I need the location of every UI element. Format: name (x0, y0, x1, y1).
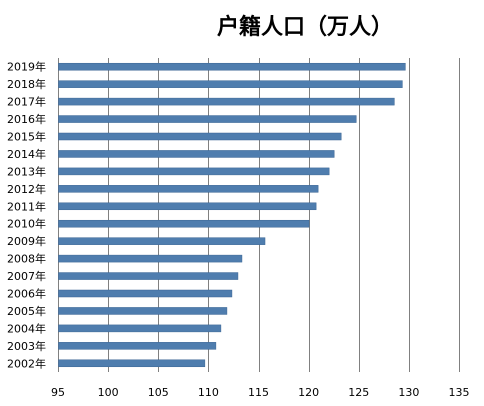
y-tick-label: 2019年 (7, 60, 46, 74)
bar (58, 359, 206, 368)
x-tick-label: 100 (98, 386, 119, 399)
bar (58, 80, 403, 88)
bar (58, 115, 357, 123)
chart-title: 户籍人口（万人） (217, 14, 393, 40)
bar (58, 324, 222, 333)
y-tick-label: 2010年 (7, 217, 46, 231)
bar (58, 219, 310, 228)
y-tick-label: 2007年 (7, 269, 46, 283)
bar (58, 185, 319, 193)
x-tick-label: 125 (348, 386, 369, 399)
y-tick-label: 2011年 (7, 199, 46, 213)
bar (58, 202, 317, 211)
bar (58, 167, 330, 176)
y-tick-label: 2012年 (7, 182, 46, 196)
bar (58, 62, 406, 71)
x-tick-label: 115 (248, 386, 269, 399)
y-tick-label: 2008年 (7, 252, 46, 266)
bar (58, 272, 239, 280)
bar (58, 237, 266, 245)
y-tick-label: 2013年 (7, 164, 46, 178)
grid-layer (58, 58, 460, 372)
bar (58, 342, 217, 350)
x-tick-label: 105 (148, 386, 169, 399)
y-tick-label: 2009年 (7, 234, 46, 248)
y-tick-label: 2018年 (7, 77, 46, 91)
y-tick-label: 2017年 (7, 95, 46, 109)
x-tick-label: 120 (298, 386, 319, 399)
bar (58, 132, 342, 141)
y-tick-label: 2002年 (7, 356, 46, 370)
y-tick-labels: 2019年 2018年 2017年 2016年 2015年 2014年 2013年 2012年… (7, 60, 46, 371)
bar (58, 289, 233, 298)
x-tick-label: 110 (198, 386, 219, 399)
y-tick-label: 2016年 (7, 112, 46, 126)
y-tick-label: 2014年 (7, 147, 46, 161)
bar (58, 150, 335, 158)
y-tick-label: 2005年 (7, 304, 46, 318)
x-tick-label: 135 (449, 386, 470, 399)
bars-layer (58, 62, 406, 368)
y-tick-label: 2003年 (7, 339, 46, 353)
y-tick-label: 2015年 (7, 130, 46, 144)
x-tick-labels: 95 100 105 110 115 120 125 130 135 (51, 386, 470, 399)
y-tick-label: 2006年 (7, 287, 46, 301)
x-tick-label: 130 (398, 386, 419, 399)
bar (58, 307, 228, 315)
x-tick-label: 95 (51, 386, 65, 399)
bar (58, 97, 395, 106)
bar (58, 254, 243, 263)
y-tick-label: 2004年 (7, 321, 46, 335)
